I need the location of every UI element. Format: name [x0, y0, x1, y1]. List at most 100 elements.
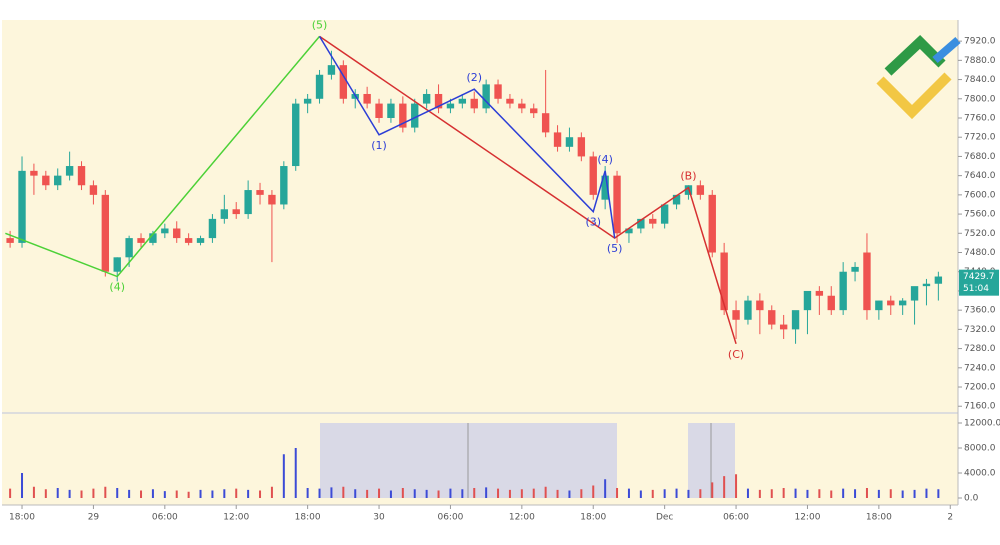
x-tick-label: 18:00	[580, 513, 606, 523]
candle-body	[601, 175, 609, 200]
wave-label: (1)	[371, 139, 387, 152]
candle	[375, 98, 383, 123]
countdown: 51:04	[963, 284, 989, 294]
volume-bar	[735, 474, 738, 498]
volume-bar	[568, 490, 571, 498]
x-tick-label: 12:00	[794, 513, 820, 523]
candle	[779, 314, 788, 339]
candle	[363, 86, 371, 109]
y-tick-label: 7880.0	[964, 56, 996, 66]
x-tick-label: 30	[373, 513, 385, 523]
volume-bar	[627, 488, 630, 498]
y-tick-label: 7240.0	[964, 363, 996, 373]
logo-shape	[932, 36, 961, 64]
candle	[315, 69, 324, 104]
x-tick-label: 2	[947, 513, 953, 523]
volume-bar	[937, 489, 940, 498]
volume-bar	[235, 488, 238, 498]
y-tick-label: 7200.0	[964, 383, 996, 393]
volume-bar	[270, 486, 273, 498]
candle-body	[506, 98, 514, 104]
candle-body	[77, 166, 86, 186]
candle	[89, 180, 98, 205]
candle-body	[875, 300, 883, 311]
candle-body	[339, 65, 348, 99]
candle	[934, 271, 943, 301]
candle	[672, 194, 681, 210]
volume-bar	[378, 488, 381, 498]
candle-body	[672, 194, 681, 205]
price-pane	[2, 20, 958, 412]
volume-bar	[32, 486, 35, 498]
candle-body	[54, 175, 62, 186]
candle-body	[851, 266, 859, 272]
y2-tick-label: 8000.0	[964, 444, 996, 454]
volume-bar	[556, 489, 559, 498]
volume-bar	[913, 489, 916, 498]
candle	[387, 98, 395, 123]
candle-body	[756, 300, 764, 311]
y-tick-label: 7840.0	[964, 75, 996, 85]
volume-bar	[9, 488, 12, 498]
y-tick-label: 7680.0	[964, 152, 996, 162]
last-price: 7429.7	[963, 272, 995, 282]
candle-body	[89, 185, 98, 195]
candle-body	[458, 98, 467, 104]
x-tick-label: 12:00	[223, 513, 249, 523]
volume-bar	[663, 489, 666, 498]
candle-body	[208, 218, 217, 239]
candle-body	[292, 103, 300, 167]
candle-body	[779, 324, 788, 330]
candle-body	[922, 283, 931, 287]
candle	[256, 182, 264, 205]
x-tick-label: 18:00	[9, 513, 35, 523]
volume-bar	[592, 485, 595, 498]
candle	[101, 190, 110, 277]
candle	[863, 233, 871, 320]
candle-body	[863, 252, 871, 311]
y-tick-label: 7160.0	[964, 402, 996, 412]
candle	[208, 214, 217, 243]
wave-line	[319, 35, 737, 345]
candle-body	[256, 190, 264, 195]
candle	[18, 156, 26, 248]
candle	[732, 300, 740, 339]
volume-bar	[116, 488, 119, 498]
candle-body	[720, 252, 728, 311]
volume-bar	[259, 490, 262, 498]
candle	[65, 151, 74, 181]
wave-label: (4)	[109, 281, 125, 294]
candle-body	[30, 170, 38, 176]
x-tick-label: 06:00	[437, 513, 463, 523]
volume-bar	[889, 489, 892, 498]
candle	[42, 170, 50, 191]
candle-body	[934, 276, 943, 284]
volume-bar	[925, 488, 928, 498]
candle	[244, 180, 252, 219]
candle	[470, 91, 478, 114]
volume-bar	[723, 476, 726, 498]
candle	[411, 98, 419, 133]
y-tick-label: 7720.0	[964, 133, 996, 143]
candle-body	[363, 93, 371, 104]
candle-body	[137, 238, 145, 243]
candle-body	[327, 65, 336, 75]
candle	[280, 161, 288, 210]
volume-bar	[806, 489, 809, 498]
candle	[803, 290, 812, 335]
candle	[184, 233, 193, 246]
y-tick-label: 7600.0	[964, 190, 996, 200]
candle	[708, 190, 716, 258]
candle-body	[161, 228, 169, 234]
logo	[876, 35, 961, 120]
candle-body	[827, 295, 835, 311]
volume-bar	[877, 489, 880, 498]
y-tick-label: 7640.0	[964, 171, 996, 181]
volume-bar	[865, 488, 868, 498]
candle	[768, 305, 776, 330]
candle-body	[399, 103, 407, 128]
volume-bar	[580, 489, 583, 498]
candle	[565, 127, 574, 152]
volume-bar	[80, 490, 83, 498]
